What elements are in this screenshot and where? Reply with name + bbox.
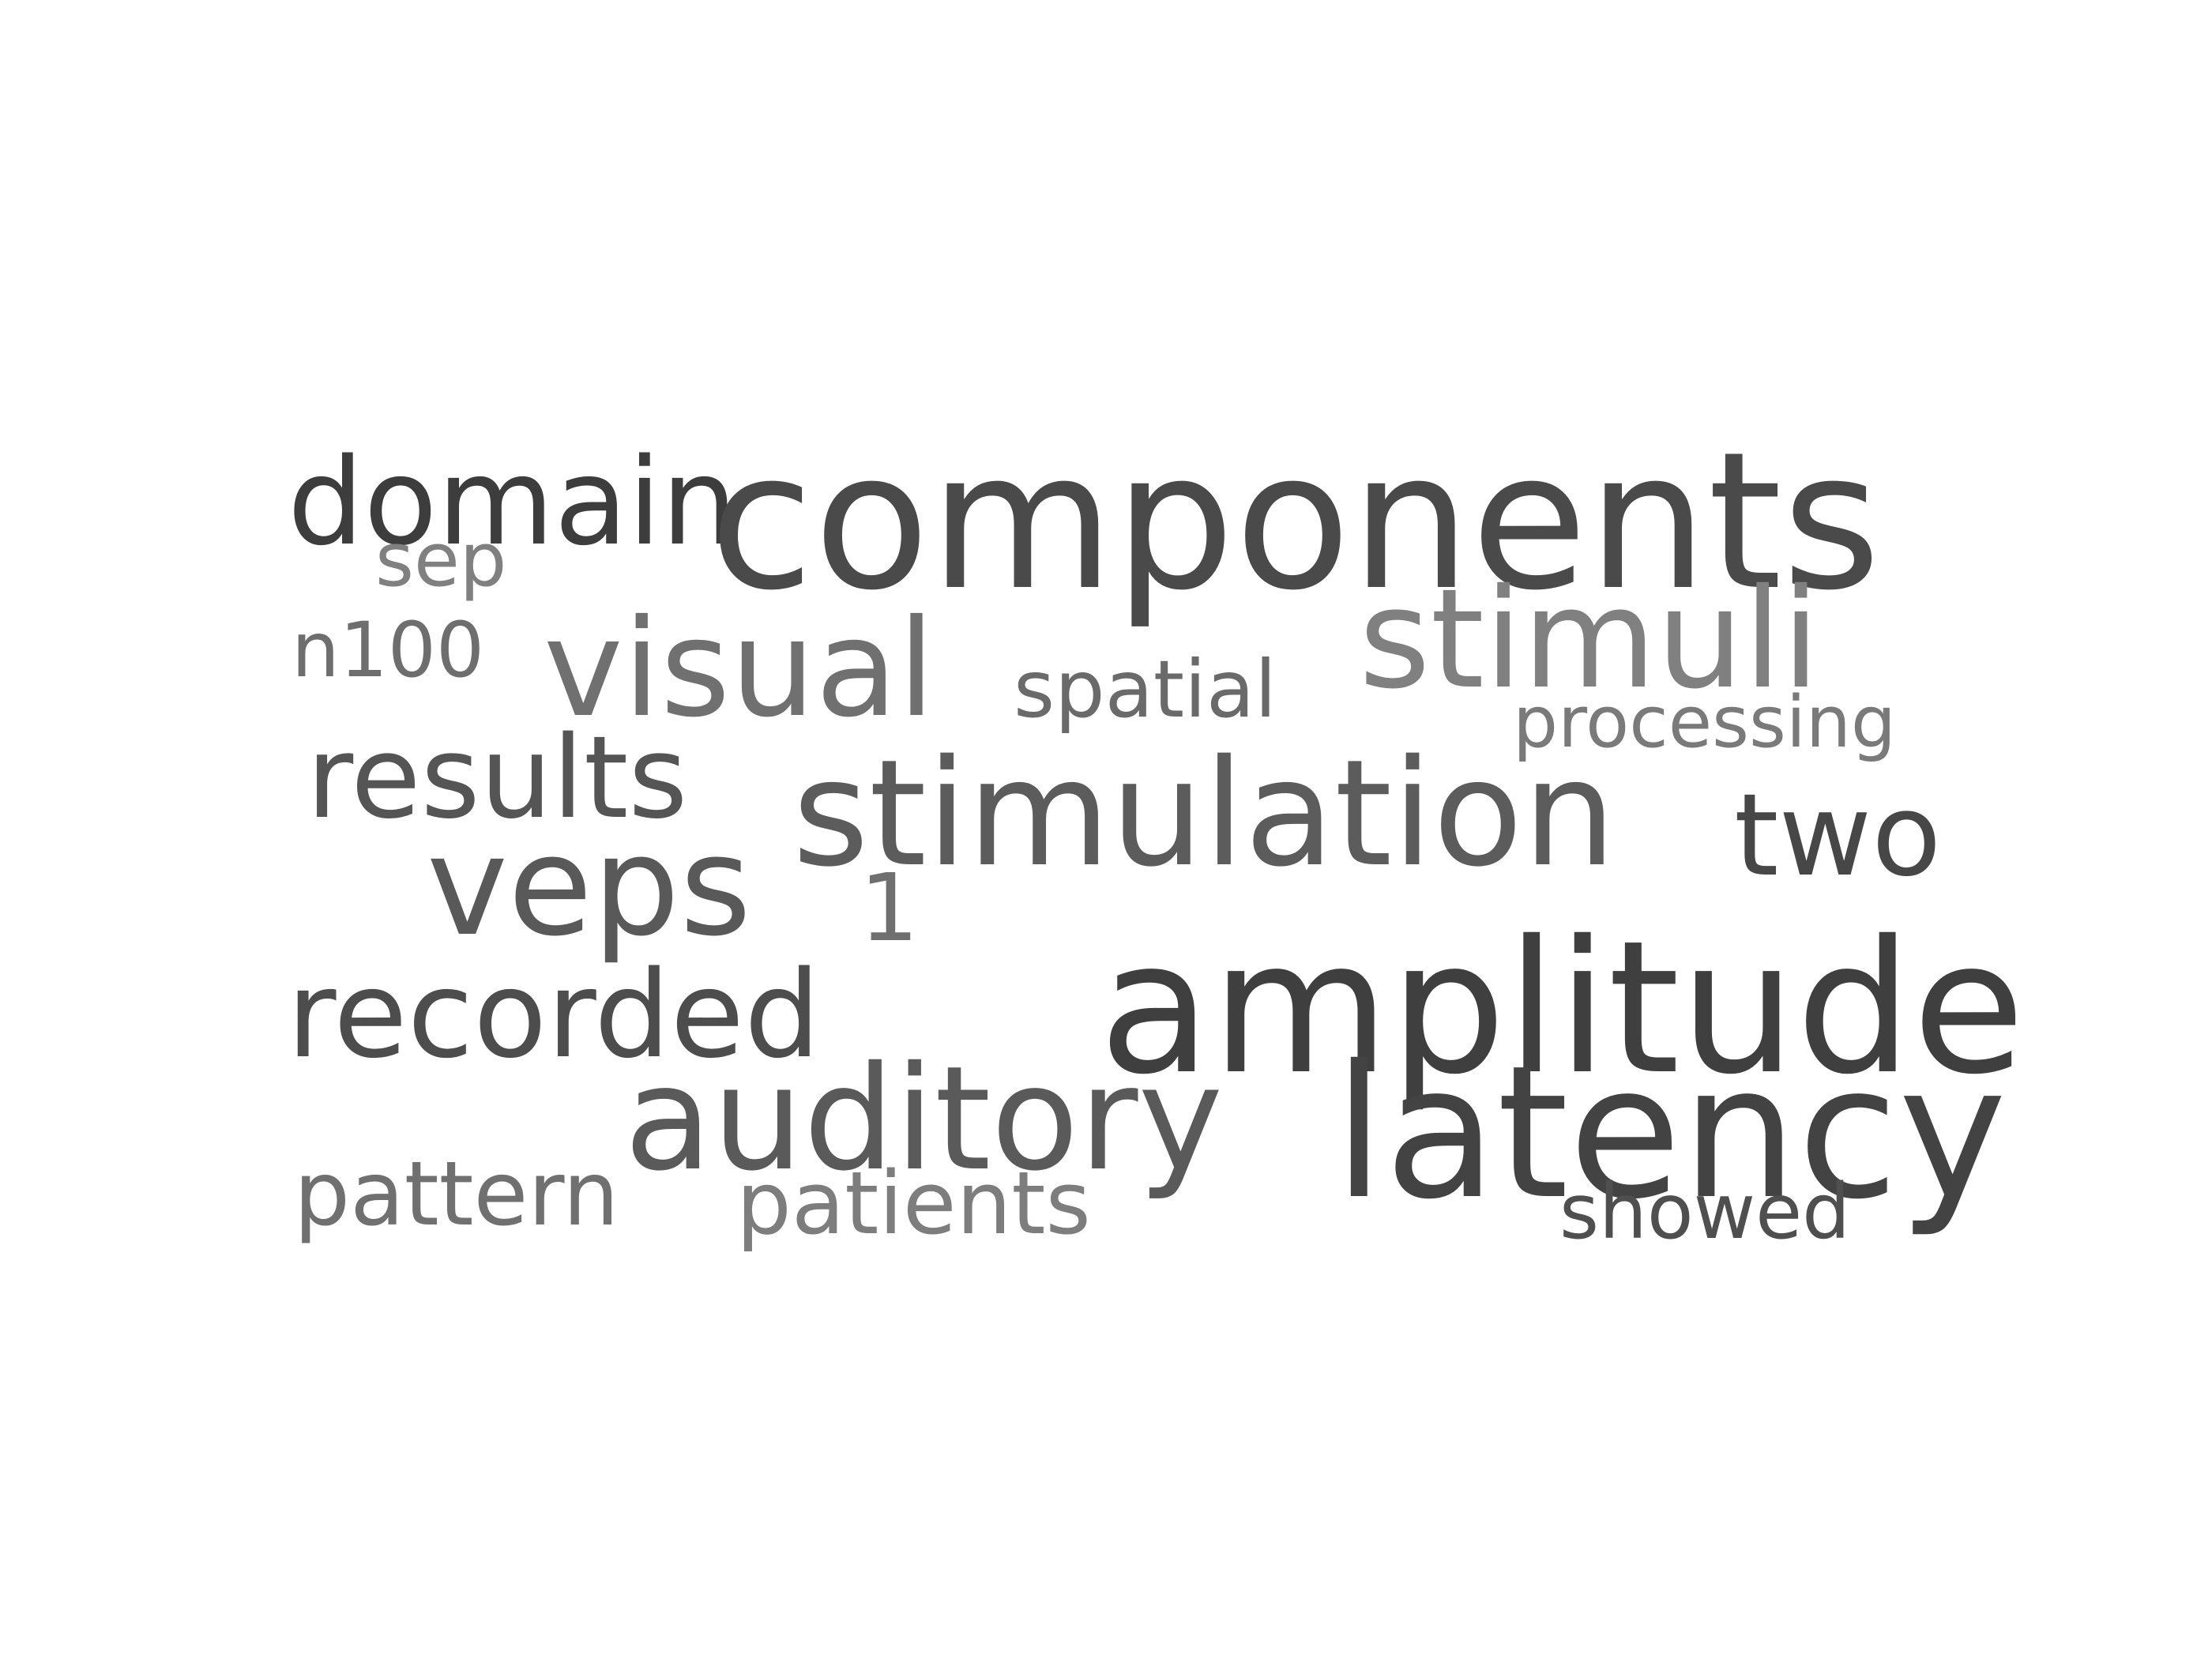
word-results: results [307, 711, 688, 844]
word-stimuli: stimuli [1359, 559, 1820, 720]
word-processing: processing [1513, 681, 1897, 764]
word-patients: patients [736, 1153, 1091, 1254]
word-pattern: pattern [294, 1143, 619, 1246]
word-1: 1 [860, 853, 920, 962]
word-showed: showed [1559, 1168, 1851, 1256]
word-spatial: spatial [1014, 643, 1277, 735]
word-amplitude: amplitude [1099, 901, 2026, 1115]
word-sep: sep [375, 517, 507, 604]
word-latency: latency [1334, 1026, 2007, 1240]
word-stimulation: stimulation [792, 728, 1616, 899]
word-components: components [709, 411, 1881, 632]
word-n100: n100 [292, 606, 485, 694]
word-two: two [1734, 769, 1942, 901]
word-recorded: recorded [287, 945, 821, 1085]
word-veps: veps [427, 807, 752, 967]
word-auditory: auditory [624, 1035, 1224, 1202]
word-domain: domain [288, 432, 738, 572]
word-visual: visual [544, 591, 935, 747]
